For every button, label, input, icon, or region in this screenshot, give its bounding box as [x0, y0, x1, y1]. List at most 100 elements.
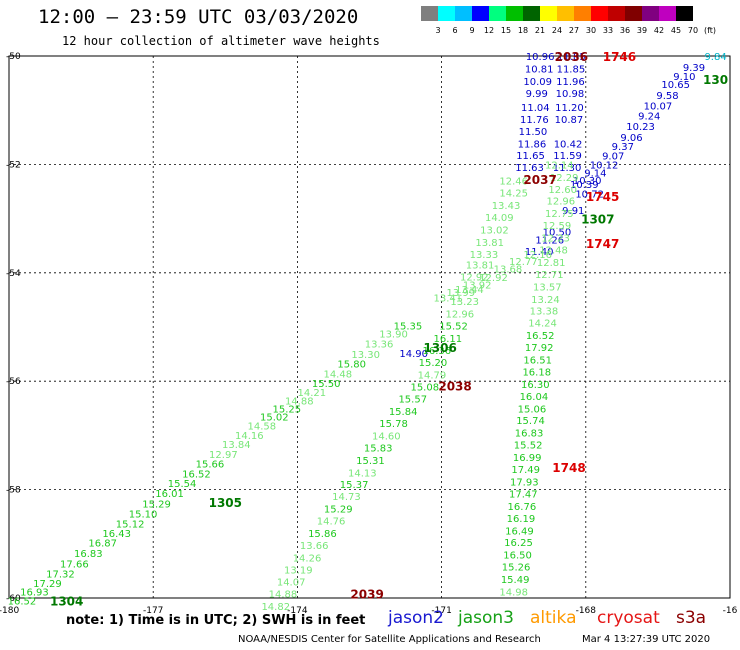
wave-height-label: 13.30 — [351, 350, 380, 361]
wave-height-label: 16.04 — [520, 392, 549, 403]
y-tick-label: -60 — [6, 594, 21, 604]
pass-time-label: 2038 — [438, 380, 471, 394]
wave-height-label: 12.96 — [546, 197, 575, 208]
wave-height-label: 10.87 — [555, 115, 584, 126]
wave-height-label: 16.25 — [504, 538, 533, 549]
wave-height-label: 9.37 — [612, 142, 634, 153]
wave-height-label: 14.60 — [372, 431, 401, 442]
wave-height-label: 14.09 — [485, 213, 514, 224]
wave-height-label: 15.80 — [337, 359, 366, 370]
wave-height-label: 11.65 — [516, 151, 545, 162]
wave-height-label: 9.84 — [704, 52, 726, 63]
colorbar-label: (ft) — [703, 26, 717, 35]
colorbar-swatch — [540, 6, 557, 21]
y-tick-label: -52 — [6, 160, 21, 170]
wave-height-label: 12.48 — [539, 245, 568, 256]
wave-height-label: 15.84 — [389, 407, 418, 418]
wave-height-label: 11.96 — [556, 77, 585, 88]
wave-height-label: 9.24 — [638, 112, 660, 123]
pass-time-label: 2037 — [523, 173, 556, 187]
wave-height-label: 16.18 — [522, 367, 551, 378]
colorbar-label: 30 — [585, 26, 597, 35]
colorbar-swatch — [421, 6, 438, 21]
wave-height-label: 16.30 — [521, 380, 550, 391]
colorbar-label: 12 — [483, 26, 495, 35]
wave-height-label: 16.87 — [88, 539, 117, 550]
satellite-label-cryosat: cryosat — [597, 608, 660, 628]
wave-height-label: 15.08 — [410, 383, 439, 394]
wave-height-label: 17.93 — [510, 477, 539, 488]
wave-height-label: 11.30 — [553, 163, 582, 174]
x-tick-label: -168 — [576, 606, 597, 616]
wave-height-label: 10.23 — [626, 122, 655, 133]
colorbar-swatch — [455, 6, 472, 21]
plot-frame — [8, 55, 731, 599]
wave-height-label: 10.39 — [570, 180, 599, 191]
colorbar-swatch — [574, 6, 591, 21]
wave-height-label: 15.35 — [394, 321, 423, 332]
wave-height-label: 9.06 — [620, 133, 642, 144]
pass-time-label: 1305 — [209, 496, 242, 510]
pass-time-label: 1304 — [50, 595, 83, 609]
wave-height-label: 12.46 — [499, 177, 528, 188]
wave-height-label: 13.92 — [463, 281, 492, 292]
wave-height-label: 14.16 — [235, 431, 264, 442]
wave-height-label: 15.74 — [516, 416, 545, 427]
wave-height-label: 11.86 — [518, 139, 547, 150]
wave-height-label: 13.19 — [284, 565, 313, 576]
satellite-label-jason2: jason2 — [388, 608, 444, 628]
wave-height-label: 13.23 — [450, 297, 479, 308]
wave-height-label: 16.52 — [182, 469, 211, 480]
colorbar-label: 36 — [619, 26, 631, 35]
pass-time-label: 2036 — [555, 50, 588, 64]
wave-height-label: 16.76 — [508, 502, 537, 513]
wave-height-label: 13.02 — [480, 225, 509, 236]
wave-height-label: 16.52 — [8, 597, 37, 608]
colorbar-swatch — [591, 6, 608, 21]
wave-height-label: 14.48 — [323, 370, 352, 381]
x-tick-label: -177 — [143, 606, 163, 616]
wave-height-label: 12.97 — [209, 450, 238, 461]
colorbar-label: 3 — [435, 26, 441, 35]
pass-time-label: 130 — [703, 73, 728, 87]
wave-height-label: 14.82 — [261, 602, 290, 613]
wave-height-label: 13.38 — [530, 307, 559, 318]
wave-height-label: 13.24 — [531, 295, 560, 306]
wave-height-label: 12.23 — [541, 234, 570, 245]
wave-height-label: 14.58 — [248, 422, 277, 433]
wave-height-label: 10.07 — [644, 101, 673, 112]
y-tick-label: -58 — [6, 486, 21, 496]
wave-height-label: 16.93 — [20, 587, 49, 598]
wave-height-label: 11.50 — [519, 127, 548, 138]
wave-height-label: 15.26 — [502, 563, 531, 574]
wave-height-label: 15.12 — [116, 520, 145, 531]
colorbar-swatch — [438, 6, 455, 21]
wave-height-label: 12.92 — [460, 273, 489, 284]
chart-subtitle: 12 hour collection of altimeter wave hei… — [62, 34, 380, 48]
wave-height-label: 11.40 — [525, 247, 554, 258]
wave-height-label: 13.81 — [466, 261, 495, 272]
colorbar-label: 21 — [534, 26, 546, 35]
wave-height-label: 14.88 — [269, 590, 298, 601]
wave-height-label: 12.60 — [548, 185, 577, 196]
wave-height-label: 16.51 — [523, 356, 552, 367]
colorbar-label: 33 — [602, 26, 614, 35]
wave-height-label: 12.71 — [535, 270, 564, 281]
satellite-label-altika: altika — [530, 608, 577, 628]
wave-height-label: 14.73 — [332, 492, 361, 503]
wave-height-label: 10.81 — [525, 64, 554, 75]
wave-height-label: 11.76 — [520, 115, 549, 126]
x-tick-label: -180 — [0, 606, 19, 616]
wave-height-label: 12.29 — [550, 173, 579, 184]
wave-height-label: 15.29 — [324, 505, 353, 516]
wave-height-label: 11.85 — [557, 52, 586, 63]
wave-height-label: 14.26 — [293, 553, 322, 564]
colorbar-swatch — [642, 6, 659, 21]
wave-height-label: 17.92 — [525, 343, 554, 354]
wave-height-label: 15.29 — [142, 500, 171, 511]
wave-height-label: 14.76 — [317, 516, 346, 527]
x-tick-label: -171 — [431, 606, 451, 616]
pass-time-label: 1745 — [586, 190, 619, 204]
x-tick-label: -174 — [287, 606, 308, 616]
